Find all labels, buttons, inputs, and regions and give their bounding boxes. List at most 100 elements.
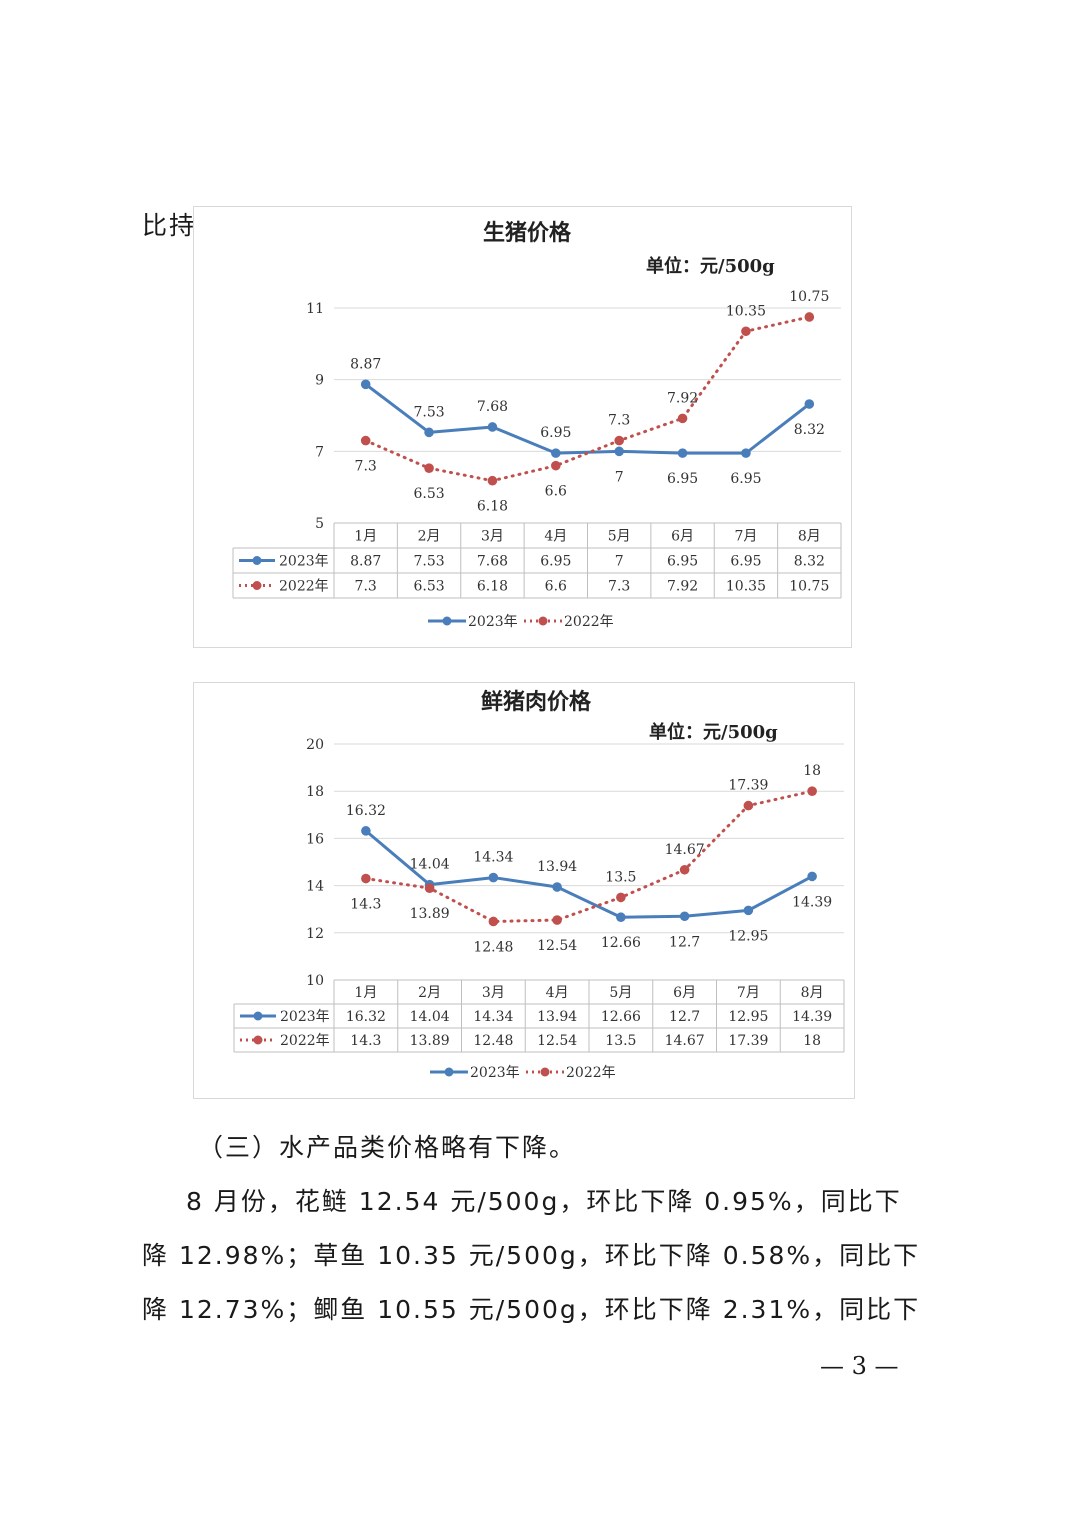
chart2-data-label: 13.94 [537, 859, 577, 875]
chart2-data-label: 14.3 [350, 897, 381, 913]
chart2-table-key-marker [253, 1035, 263, 1045]
chart2-table-cell: 12.48 [473, 1033, 513, 1049]
chart2-table-cell: 12.7 [669, 1009, 700, 1025]
chart1-table-cell: 7.68 [477, 554, 508, 570]
chart2-point-0 [743, 905, 754, 916]
chart1-data-label: 6.95 [730, 471, 761, 487]
chart1-legend-marker [538, 616, 548, 626]
fresh-pork-price-chart: 鲜猪肉价格 单位：元/500g 10 12 14 16 18 20 1月 2月 3月 4月 5月 6月 7月… [193, 682, 855, 1099]
truncated-text-fragment: 比持 [142, 211, 197, 240]
chart1-data-label: 10.75 [789, 289, 829, 305]
chart1-unit-label: 单位：元/500g [646, 255, 775, 277]
chart1-x-category-label: 2月 [418, 529, 441, 545]
chart1-data-label: 7.68 [477, 399, 508, 415]
chart2-data-label: 12.95 [728, 928, 768, 944]
chart2-series-line-0 [364, 829, 814, 919]
chart1-point-1 [487, 475, 498, 486]
chart1-point-0 [614, 446, 624, 457]
chart2-table-cell: 12.54 [537, 1033, 577, 1049]
chart2-table-cell: 14.39 [792, 1009, 832, 1025]
chart1-data-label: 8.87 [350, 356, 381, 372]
chart1-table-cell: 6.95 [540, 554, 571, 570]
chart2-unit-label: 单位：元/500g [649, 721, 778, 743]
chart2-x-category-label: 5月 [609, 985, 632, 1001]
chart2-title: 鲜猪肉价格 [481, 689, 592, 715]
chart1-data-label: 6.53 [413, 486, 444, 502]
page-number: — 3 — [820, 1352, 899, 1380]
chart2-y-tick-label: 18 [306, 784, 324, 800]
chart2-y-tick-label: 10 [306, 973, 324, 989]
chart2-point-0 [361, 826, 371, 836]
chart2-point-1 [361, 873, 371, 884]
chart2-point-0 [616, 912, 626, 923]
chart2-point-1 [616, 892, 626, 903]
chart1-data-label: 6.18 [477, 499, 508, 515]
chart2-series-line-1 [364, 789, 814, 923]
chart1-point-1 [614, 435, 624, 446]
chart1-series-line-0 [364, 382, 811, 455]
chart1-data-label: 7.3 [608, 413, 630, 429]
chart2-table-cell: 18 [803, 1033, 821, 1049]
chart1-data-label: 7.3 [355, 459, 377, 475]
chart1-table-cell: 7.3 [608, 579, 630, 595]
chart2-legend-label: 2022年 [566, 1065, 616, 1081]
chart1-point-1 [551, 460, 561, 471]
chart2-table-cell: 16.32 [346, 1009, 386, 1025]
chart2-table-cell: 12.66 [601, 1009, 641, 1025]
chart1-data-label: 6.6 [545, 484, 567, 500]
chart1-x-category-label: 8月 [798, 529, 821, 545]
chart1-point-0 [360, 379, 371, 390]
chart1-table-cell: 8.32 [794, 554, 825, 570]
chart2-data-label: 12.7 [669, 934, 700, 950]
chart2-table-cell: 14.3 [350, 1033, 381, 1049]
chart2-data-label: 17.39 [728, 778, 768, 794]
chart2-table-cell: 13.89 [410, 1033, 450, 1049]
chart1-table-cell: 8.87 [350, 554, 381, 570]
chart1-table-cell: 6.6 [545, 579, 567, 595]
chart2-legend-marker [444, 1067, 454, 1077]
chart2-point-1 [679, 864, 690, 875]
chart2-table-cell: 17.39 [728, 1033, 768, 1049]
chart2-point-1 [807, 786, 817, 796]
paragraph-line-2: 降 12.98%；草鱼 10.35 元/500g，环比下降 0.58%，同比下 [142, 1241, 921, 1270]
chart1-data-label: 10.35 [726, 303, 766, 319]
chart1-point-1 [741, 326, 751, 337]
chart1-table-cell: 10.75 [789, 579, 829, 595]
chart2-x-category-label: 2月 [418, 985, 441, 1001]
chart1-legend-label: 2023年 [468, 614, 518, 630]
chart2-table-cell: 12.95 [728, 1009, 768, 1025]
chart1-data-label: 8.32 [794, 422, 825, 438]
chart2-point-0 [488, 872, 499, 883]
chart2-legend-marker [540, 1067, 550, 1077]
chart1-x-category-label: 4月 [544, 529, 567, 545]
chart2-data-label: 16.32 [346, 803, 386, 819]
chart2-table-cell: 14.04 [410, 1009, 450, 1025]
chart1-x-category-label: 7月 [734, 529, 757, 545]
chart1-point-0 [804, 399, 815, 409]
chart2-data-label: 12.54 [537, 938, 577, 954]
chart2-data-label: 12.48 [473, 939, 513, 955]
section-heading: （三）水产品类价格略有下降。 [198, 1133, 577, 1162]
chart2-table-cell: 13.5 [605, 1033, 636, 1049]
chart2-point-1 [743, 800, 754, 811]
chart1-table-key-marker [252, 556, 262, 565]
chart2-point-0 [679, 911, 690, 922]
chart1-table-series-name: 2023年 [279, 554, 329, 570]
chart2-table-series-name: 2022年 [280, 1033, 330, 1049]
chart1-point-1 [424, 463, 434, 473]
chart2-table-cell: 14.34 [473, 1009, 513, 1025]
chart2-point-1 [488, 916, 499, 927]
chart1-x-category-label: 3月 [481, 529, 504, 545]
live-pig-price-chart: 生猪价格 单位：元/500g 5 7 9 11 1月 2月 3月 4月 5月 6月 7月 8月 2023年 8… [193, 206, 852, 648]
chart1-data-label: 7.53 [413, 404, 444, 420]
chart1-point-0 [551, 448, 561, 458]
chart2-y-tick-label: 16 [306, 831, 324, 847]
chart1-point-0 [487, 422, 498, 432]
chart1-data-label: 6.95 [540, 425, 571, 441]
chart2-point-1 [552, 915, 562, 925]
chart2-data-label: 12.66 [601, 935, 641, 951]
chart1-point-0 [741, 448, 751, 458]
chart1-table-cell: 6.53 [413, 579, 444, 595]
chart2-y-tick-label: 14 [306, 879, 324, 895]
